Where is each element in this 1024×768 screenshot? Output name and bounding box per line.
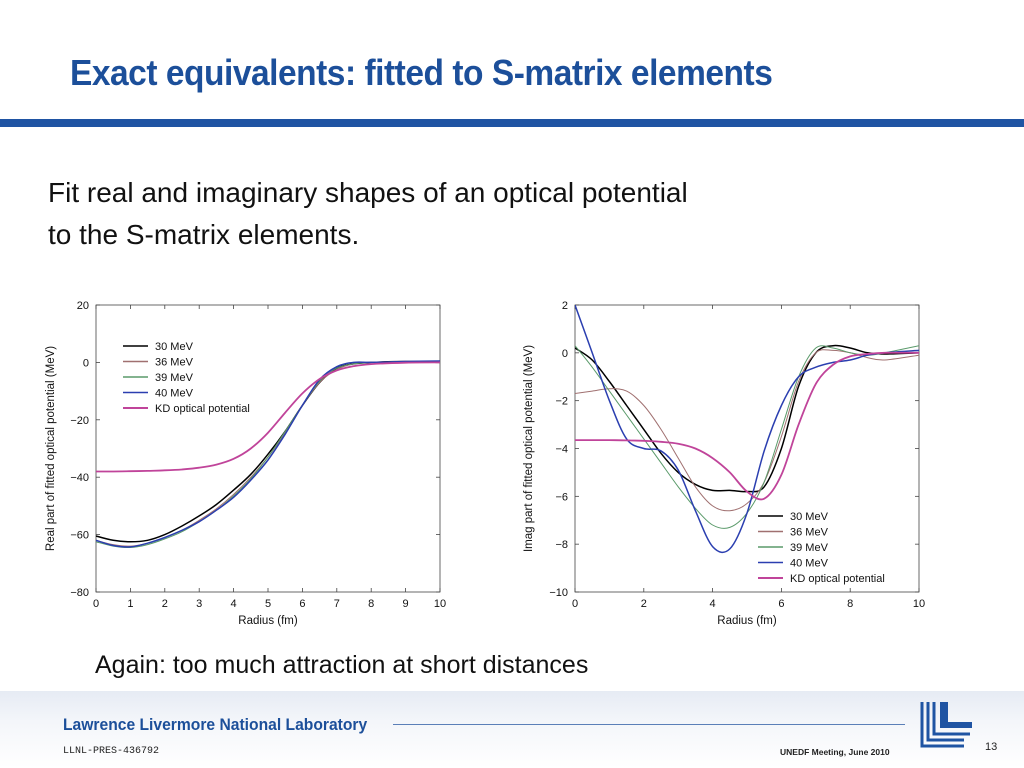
body-text: Fit real and imaginary shapes of an opti… (48, 172, 688, 256)
x-tick-label: 5 (265, 598, 271, 610)
body-line-2: to the S-matrix elements. (48, 219, 360, 250)
y-axis-label: Real part of fitted optical potential (M… (45, 346, 57, 551)
y-tick-label: −20 (70, 415, 89, 427)
series-line-3 (575, 345, 919, 529)
lab-name: Lawrence Livermore National Laboratory (63, 715, 368, 734)
legend-label: 30 MeV (155, 341, 194, 353)
y-tick-label: −80 (70, 587, 89, 599)
x-tick-label: 1 (127, 598, 133, 610)
x-tick-label: 4 (710, 598, 716, 610)
footer-band (0, 691, 1024, 768)
x-axis-label: Radius (fm) (717, 615, 777, 627)
x-tick-label: 0 (572, 598, 578, 610)
x-tick-label: 7 (334, 598, 340, 610)
title-rule (0, 119, 1024, 127)
y-tick-label: −4 (555, 444, 568, 456)
legend-label: 39 MeV (155, 372, 194, 384)
y-tick-label: −60 (70, 530, 89, 542)
x-tick-label: 2 (162, 598, 168, 610)
x-tick-label: 8 (368, 598, 374, 610)
legend-label: 40 MeV (155, 388, 194, 400)
legend-label: KD optical potential (155, 403, 250, 415)
x-axis-label: Radius (fm) (238, 615, 298, 627)
x-tick-label: 2 (641, 598, 647, 610)
series-group (96, 360, 440, 549)
x-tick-label: 0 (93, 598, 99, 610)
legend-label: 36 MeV (155, 357, 194, 369)
legend-label: KD optical potential (790, 573, 885, 585)
y-tick-label: 0 (83, 357, 89, 369)
legend-label: 39 MeV (790, 542, 829, 554)
x-tick-label: 10 (434, 598, 446, 610)
legend-label: 40 MeV (790, 558, 829, 570)
y-axis-label: Imag part of fitted optical potential (M… (523, 345, 535, 552)
conclusion-note: Again: too much attraction at short dist… (95, 651, 589, 679)
y-tick-label: 2 (562, 300, 568, 312)
y-tick-label: −40 (70, 472, 89, 484)
slide-title: Exact equivalents: fitted to S-matrix el… (70, 52, 773, 93)
y-tick-label: −2 (555, 396, 568, 408)
llnl-logo-icon (920, 702, 972, 748)
body-line-1: Fit real and imaginary shapes of an opti… (48, 177, 688, 208)
series-line-4 (575, 305, 919, 554)
y-tick-label: −10 (549, 587, 568, 599)
series-line-5 (96, 361, 440, 473)
meeting-label: UNEDF Meeting, June 2010 (780, 747, 890, 757)
series-group (575, 305, 919, 554)
document-id: LLNL-PRES-436792 (63, 746, 160, 757)
legend-label: 36 MeV (790, 527, 829, 539)
real-potential-chart: 0 1 2 3 4 5 6 7 8 9 10 20 0 −20 −40 −60 −80 Radius (fm) Re… (45, 300, 446, 627)
y-tick-label: 0 (562, 348, 568, 360)
x-tick-label: 9 (403, 598, 409, 610)
footer-divider (393, 724, 905, 725)
series-line-1 (575, 344, 919, 493)
x-tick-label: 6 (778, 598, 784, 610)
series-line-1 (96, 360, 440, 543)
x-tick-label: 6 (299, 598, 305, 610)
plot-frame (574, 304, 920, 593)
series-line-2 (575, 349, 919, 512)
x-tick-label: 8 (847, 598, 853, 610)
series-line-4 (96, 360, 440, 548)
y-tick-label: 20 (77, 300, 89, 312)
series-line-5 (575, 351, 919, 501)
x-tick-label: 10 (913, 598, 925, 610)
imag-potential-chart: 0 2 4 6 8 10 2 0 −2 −4 −6 −8 −10 Radius (fm) Imag part… (523, 300, 925, 627)
x-tick-label: 3 (196, 598, 202, 610)
legend-label: 30 MeV (790, 511, 829, 523)
plot-frame (95, 304, 441, 593)
page-number: 13 (985, 741, 998, 753)
series-line-3 (96, 360, 440, 549)
y-tick-label: −8 (555, 539, 568, 551)
x-tick-label: 4 (231, 598, 237, 610)
y-tick-label: −6 (555, 491, 568, 503)
